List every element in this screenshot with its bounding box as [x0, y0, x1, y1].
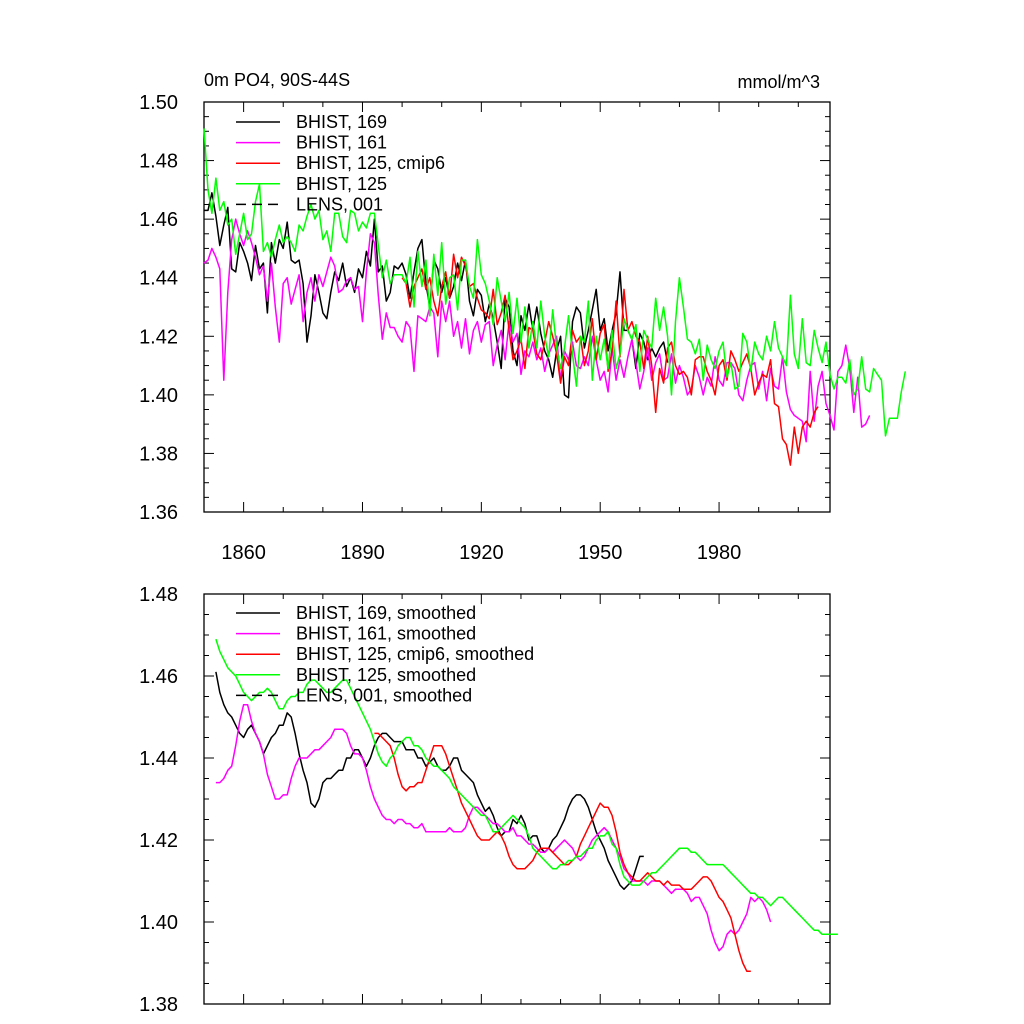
series-line-2: [215, 703, 772, 952]
series-line-3: [401, 253, 819, 466]
legend-label: BHIST, 125, cmip6, smoothed: [296, 644, 534, 664]
legend-label: BHIST, 169: [296, 112, 387, 132]
legend-label: LENS, 001, smoothed: [296, 685, 472, 705]
legend-label: BHIST, 161: [296, 133, 387, 153]
y-tick-label: 1.46: [139, 666, 178, 688]
y-tick-label: 1.40: [139, 912, 178, 934]
x-tick-label: 1860: [221, 542, 266, 564]
y-tick-label: 1.46: [139, 209, 178, 231]
legend-label: BHIST, 125, cmip6: [296, 153, 445, 173]
x-tick-label: 1920: [459, 542, 504, 564]
y-tick-label: 1.40: [139, 385, 178, 407]
x-tick-label: 1980: [697, 542, 742, 564]
x-tick-label: 1890: [340, 542, 385, 564]
y-tick-label: 1.48: [139, 151, 178, 173]
y-tick-label: 1.42: [139, 830, 178, 852]
y-tick-label: 1.44: [139, 268, 178, 290]
chart-panel-2: 1.38 1.40 1.42 1.44 1.46 1.48 BHIST, 169, smoo…: [139, 584, 838, 1016]
series-line-4: [215, 638, 838, 936]
legend-label: BHIST, 125, smoothed: [296, 665, 476, 685]
legend-label: BHIST, 125: [296, 174, 387, 194]
y-tick-label: 1.44: [139, 748, 178, 770]
legend-label: BHIST, 161, smoothed: [296, 624, 476, 644]
chart-title: 0m PO4, 90S-44S: [204, 70, 350, 90]
series-line-4: [203, 128, 907, 437]
series-line-2: [203, 218, 871, 443]
y-tick-label: 1.38: [139, 443, 178, 465]
series-line-3: [374, 732, 751, 972]
units-label: mmol/m^3: [738, 72, 820, 92]
series-line-1: [204, 192, 669, 399]
chart-panel-1: 1860 1890 1920 1950 1980 1.36 1.38 1.40 1.42 1.44…: [139, 70, 907, 564]
y-tick-label: 1.36: [139, 502, 178, 524]
y-tick-label: 1.48: [139, 584, 178, 606]
y-tick-label: 1.42: [139, 326, 178, 348]
legend-label: LENS, 001: [296, 194, 383, 214]
y-tick-label: 1.38: [139, 994, 178, 1016]
legend-label: BHIST, 169, smoothed: [296, 603, 476, 623]
x-tick-label: 1950: [578, 542, 623, 564]
y-tick-label: 1.50: [139, 92, 178, 114]
